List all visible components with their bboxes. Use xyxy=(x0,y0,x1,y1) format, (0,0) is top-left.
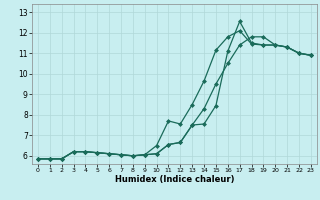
X-axis label: Humidex (Indice chaleur): Humidex (Indice chaleur) xyxy=(115,175,234,184)
